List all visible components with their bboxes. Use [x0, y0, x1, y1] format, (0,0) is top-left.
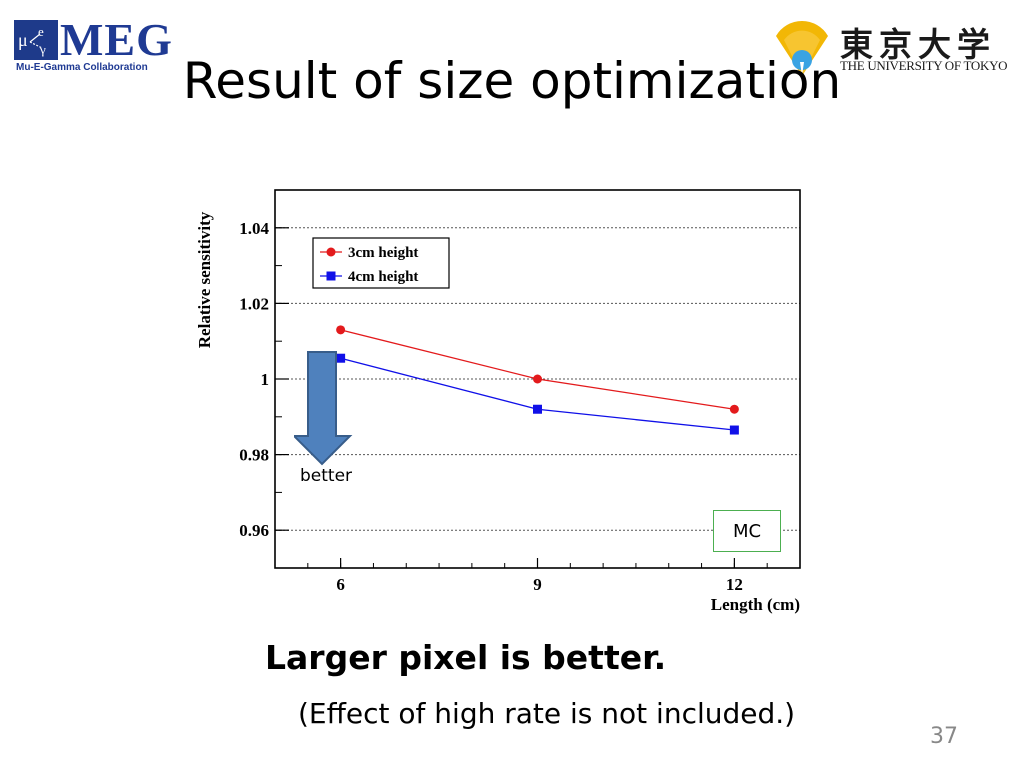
y-tick-label: 1	[261, 370, 270, 389]
y-tick-label: 1.02	[239, 294, 269, 313]
data-point	[533, 404, 542, 414]
y-axis-label: Relative sensitivity	[195, 211, 214, 348]
x-tick-label: 6	[336, 575, 345, 594]
chart-grid	[275, 227, 800, 531]
legend-label: 3cm height	[348, 245, 418, 261]
mc-label-box: MC	[713, 510, 781, 552]
legend-box	[312, 237, 450, 289]
slide-title: Result of size optimization	[182, 52, 842, 110]
series-2	[336, 353, 739, 435]
utokyo-name: 東京大学	[840, 25, 996, 64]
x-tick-label: 9	[533, 575, 542, 594]
y-tick-label: 0.96	[239, 521, 269, 540]
y-tick-label: 0.98	[239, 446, 269, 465]
ginkgo-leaf-icon	[776, 20, 828, 76]
svg-text:μ: μ	[18, 30, 28, 50]
x-tick-label: 12	[726, 575, 743, 594]
chart-legend: 3cm height 4cm height	[312, 237, 450, 289]
y-tick-label: 1.04	[239, 219, 269, 238]
utokyo-subtitle: THE UNIVERSITY OF TOKYO	[840, 58, 1008, 73]
data-point	[336, 325, 346, 335]
series-line	[340, 329, 735, 410]
conclusion-text: Larger pixel is better.	[265, 638, 667, 677]
x-ticks: 6 9 12	[274, 558, 801, 594]
legend-label: 4cm height	[348, 269, 418, 285]
utokyo-logo: 東京大学 THE UNIVERSITY OF TOKYO	[768, 16, 1008, 80]
svg-text:γ: γ	[39, 42, 46, 57]
meg-logo-text: MEG	[60, 14, 173, 65]
data-point	[729, 425, 739, 435]
series-1	[336, 325, 739, 414]
data-point	[533, 374, 542, 384]
data-point	[729, 404, 739, 414]
series-line	[340, 357, 735, 431]
legend-marker	[326, 271, 336, 281]
x-axis-label: Length (cm)	[711, 595, 800, 614]
meg-symbol-icon: μ e γ	[14, 20, 58, 60]
legend-marker	[326, 247, 336, 257]
meg-logo-subtitle: Mu-E-Gamma Collaboration	[16, 62, 148, 73]
arrow-label: better	[300, 466, 353, 486]
meg-logo: μ e γ MEG Mu-E-Gamma Collaboration	[14, 14, 204, 76]
data-point	[336, 353, 346, 363]
sensitivity-chart: 0.96 0.98 1 1.02 1.04 6 9 12 Relative sensitiv…	[195, 189, 801, 614]
down-arrow-icon	[294, 351, 353, 466]
note-text: (Effect of high rate is not included.)	[298, 697, 796, 730]
svg-text:e: e	[38, 24, 44, 39]
page-number: 37	[930, 724, 958, 749]
mc-label: MC	[732, 520, 762, 542]
y-ticks: 0.96 0.98 1 1.02 1.04	[239, 189, 289, 569]
chart-series	[336, 325, 739, 435]
